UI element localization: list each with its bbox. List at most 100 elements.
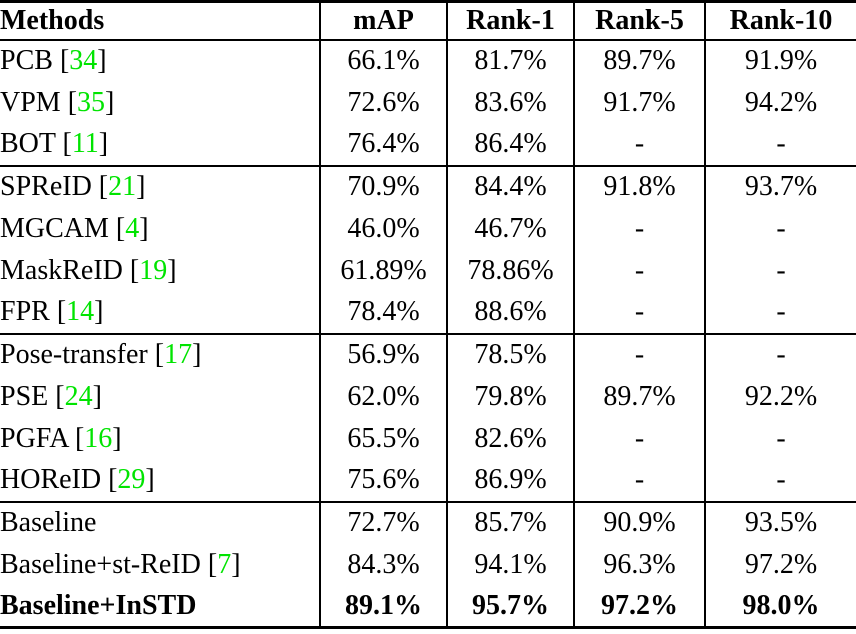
rank1-cell: 81.7% — [446, 39, 574, 82]
rank10-cell: 97.2% — [704, 543, 856, 586]
rank10-cell: - — [704, 249, 856, 292]
method-name: Baseline+st-ReID — [0, 548, 201, 580]
column-header-rank5: Rank-5 — [573, 1, 705, 41]
table-row: PCB [34] 66.1% 81.7% 89.7% 91.9% — [0, 39, 856, 82]
rank1-cell: 82.6% — [446, 417, 574, 460]
table-row: Baseline 72.7% 85.7% 90.9% 93.5% — [0, 500, 856, 544]
method-cell: BOT [11] — [0, 124, 320, 166]
map-cell: 84.3% — [319, 543, 447, 586]
table-row: Baseline+st-ReID [7] 84.3% 94.1% 96.3% 9… — [0, 543, 856, 586]
method-cell: SPReID [21] — [0, 164, 320, 208]
method-name: PSE — [0, 380, 49, 412]
rank1-cell: 86.9% — [446, 459, 574, 502]
rank1-cell: 85.7% — [446, 500, 574, 544]
map-cell: 66.1% — [319, 39, 447, 82]
citation-link[interactable]: 21 — [108, 171, 137, 202]
rank10-cell: 93.7% — [704, 164, 856, 208]
rank5-cell: - — [573, 291, 705, 334]
rank10-cell: - — [704, 207, 856, 250]
rank10-cell: - — [704, 332, 856, 376]
citation-link[interactable]: 29 — [117, 464, 146, 495]
cite-bracket-close: ] — [92, 380, 102, 412]
citation-link[interactable]: 4 — [125, 212, 140, 244]
rank10-cell: - — [704, 417, 856, 460]
method-name: MaskReID — [0, 254, 123, 286]
rank5-cell: - — [573, 123, 705, 166]
method-name: BOT — [0, 128, 56, 159]
citation-link[interactable]: 14 — [66, 296, 95, 327]
method-name: Baseline — [0, 507, 97, 538]
table-row: PGFA [16] 65.5% 82.6% - - — [0, 417, 856, 460]
rank5-cell: 97.2% — [573, 585, 705, 628]
rank5-cell: - — [573, 249, 705, 292]
rank5-cell: - — [573, 207, 705, 250]
cite-bracket-open: [ — [122, 254, 140, 286]
method-name: SPReID — [0, 171, 92, 202]
method-name: PGFA — [0, 422, 68, 454]
rank1-cell: 88.6% — [446, 291, 574, 334]
column-header-rank1: Rank-1 — [446, 1, 574, 41]
rank5-cell: 91.7% — [573, 81, 705, 124]
table-row: BOT [11] 76.4% 86.4% - - — [0, 123, 856, 166]
cite-bracket-open: [ — [49, 296, 67, 327]
table-row: SPReID [21] 70.9% 84.4% 91.8% 93.7% — [0, 164, 856, 208]
method-name: MGCAM — [0, 212, 109, 244]
map-cell: 56.9% — [319, 332, 447, 376]
citation-link[interactable]: 34 — [69, 45, 98, 76]
rank10-cell: 92.2% — [704, 375, 856, 418]
method-name: Pose-transfer — [0, 339, 148, 370]
rank1-cell: 95.7% — [446, 585, 574, 628]
citation-link[interactable]: 11 — [71, 128, 99, 159]
rank10-cell: - — [704, 291, 856, 334]
cite-bracket-open: [ — [48, 380, 65, 412]
map-cell: 72.6% — [319, 81, 447, 124]
citation-link[interactable]: 17 — [164, 339, 193, 370]
method-cell: Baseline+InSTD — [0, 586, 320, 628]
cite-bracket-open: [ — [55, 128, 72, 159]
cite-bracket-close: ] — [231, 548, 241, 580]
rank1-cell: 94.1% — [446, 543, 574, 586]
method-cell: HOReID [29] — [0, 460, 320, 502]
table-row-highlight: Baseline+InSTD 89.1% 95.7% 97.2% 98.0% — [0, 585, 856, 628]
citation-link[interactable]: 19 — [139, 254, 168, 286]
rank5-cell: 91.8% — [573, 164, 705, 208]
citation-link[interactable]: 35 — [77, 86, 106, 118]
cite-bracket-open: [ — [147, 339, 165, 370]
map-cell: 72.7% — [319, 500, 447, 544]
map-cell: 78.4% — [319, 291, 447, 334]
cite-bracket-open: [ — [101, 464, 118, 495]
rank1-cell: 46.7% — [446, 207, 574, 250]
method-cell: PSE [24] — [0, 376, 320, 418]
map-cell: 70.9% — [319, 164, 447, 208]
rank1-cell: 79.8% — [446, 375, 574, 418]
citation-link[interactable]: 24 — [64, 380, 93, 412]
citation-link[interactable]: 16 — [84, 422, 113, 454]
rank5-cell: - — [573, 417, 705, 460]
table-row: Pose-transfer [17] 56.9% 78.5% - - — [0, 332, 856, 376]
map-cell: 46.0% — [319, 207, 447, 250]
cite-bracket-close: ] — [192, 339, 202, 370]
cite-bracket-open: [ — [67, 422, 85, 454]
map-cell: 75.6% — [319, 459, 447, 502]
method-cell: Pose-transfer [17] — [0, 332, 320, 376]
column-header-map: mAP — [319, 1, 447, 41]
method-cell: PCB [34] — [0, 40, 320, 82]
citation-link[interactable]: 7 — [217, 548, 232, 580]
cite-bracket-open: [ — [60, 86, 78, 118]
rank1-cell: 83.6% — [446, 81, 574, 124]
rank1-cell: 78.86% — [446, 249, 574, 292]
cite-bracket-open: [ — [108, 212, 126, 244]
method-cell: VPM [35] — [0, 82, 320, 124]
column-header-methods: Methods — [0, 1, 320, 41]
rank1-cell: 78.5% — [446, 332, 574, 376]
rank5-cell: - — [573, 459, 705, 502]
cite-bracket-close: ] — [97, 45, 107, 76]
header-row: Methods mAP Rank-1 Rank-5 Rank-10 — [0, 1, 856, 41]
cite-bracket-open: [ — [91, 171, 109, 202]
rank1-cell: 86.4% — [446, 123, 574, 166]
map-cell: 61.89% — [319, 249, 447, 292]
cite-bracket-close: ] — [145, 464, 155, 495]
rank10-cell: 93.5% — [704, 500, 856, 544]
